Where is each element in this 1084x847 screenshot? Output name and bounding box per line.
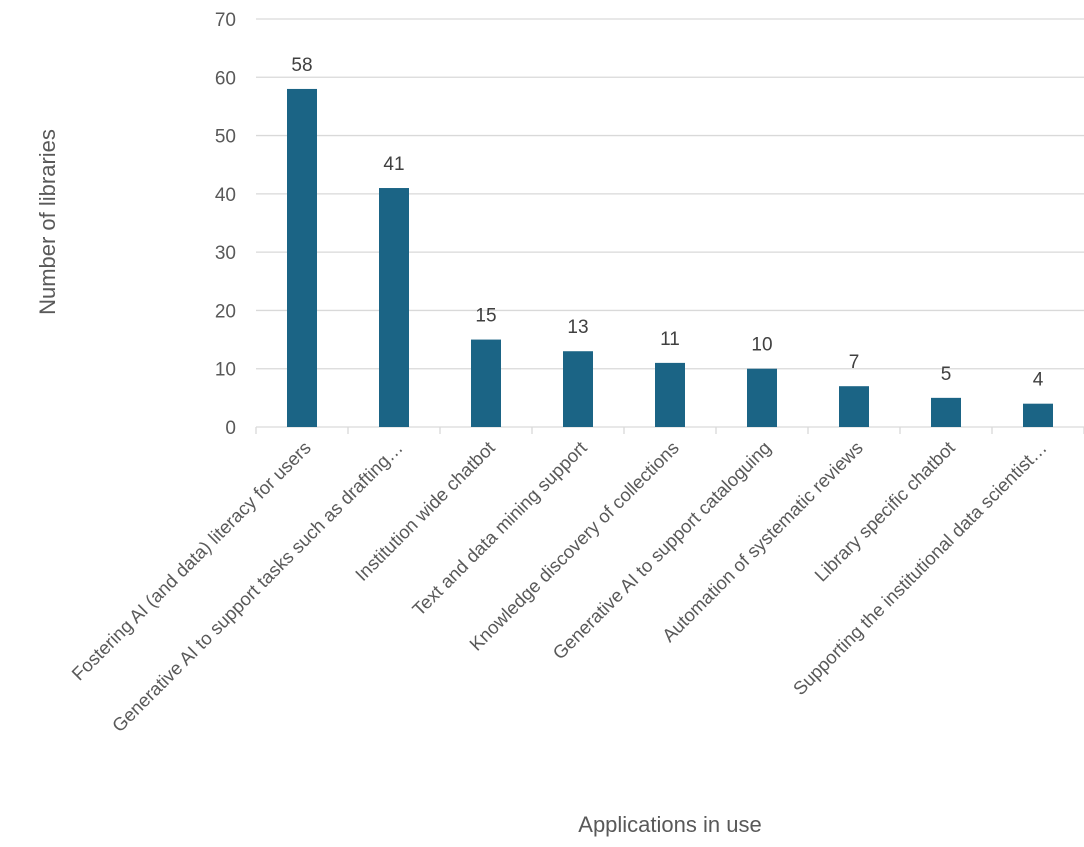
bar <box>839 386 869 427</box>
y-axis-ticks: 0 10 20 30 40 50 60 70 <box>215 10 236 439</box>
data-label: 11 <box>660 329 680 350</box>
bar <box>563 351 593 427</box>
y-tick-label: 60 <box>215 68 236 89</box>
data-labels: 58 41 15 13 11 10 7 5 4 <box>291 55 1043 391</box>
data-label: 58 <box>291 55 312 76</box>
y-tick-label: 10 <box>215 360 236 381</box>
bar <box>287 88 317 427</box>
y-tick-label: 30 <box>215 243 236 264</box>
data-label: 7 <box>849 352 860 373</box>
data-label: 15 <box>475 306 496 327</box>
x-category-label: Text and data mining support <box>408 437 591 620</box>
bar <box>1023 403 1053 427</box>
bar <box>747 368 777 427</box>
y-tick-label: 40 <box>215 185 236 206</box>
bar <box>471 339 501 427</box>
y-tick-label: 70 <box>215 10 236 31</box>
bar <box>655 362 685 427</box>
y-tick-label: 20 <box>215 301 236 322</box>
bar <box>379 188 409 427</box>
y-tick-label: 0 <box>225 418 236 439</box>
bars <box>287 88 1053 427</box>
x-category-label: Automation of systematic reviews <box>658 437 867 646</box>
data-label: 4 <box>1033 370 1044 391</box>
x-axis-categories: Fostering AI (and data) literacy for use… <box>67 437 1051 736</box>
y-tick-label: 50 <box>215 127 236 148</box>
y-axis-title: Number of libraries <box>35 129 60 315</box>
bar <box>931 397 961 427</box>
data-label: 13 <box>567 317 588 338</box>
data-label: 10 <box>751 335 772 356</box>
data-label: 41 <box>383 154 404 175</box>
x-axis-title: Applications in use <box>578 812 761 837</box>
data-label: 5 <box>941 364 952 385</box>
